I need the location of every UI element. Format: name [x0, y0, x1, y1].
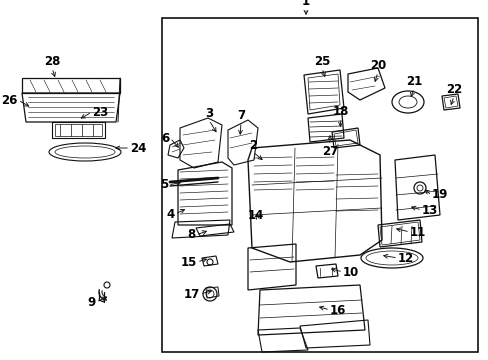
Text: 11: 11	[409, 225, 426, 238]
Text: 2: 2	[248, 139, 257, 152]
Text: 18: 18	[332, 105, 348, 118]
Text: 24: 24	[130, 141, 146, 154]
Text: 12: 12	[397, 252, 413, 265]
Text: 14: 14	[247, 209, 264, 222]
Text: 15: 15	[180, 256, 197, 269]
Text: 7: 7	[237, 109, 244, 122]
Text: 21: 21	[405, 75, 421, 88]
Text: 5: 5	[160, 179, 168, 192]
Text: 8: 8	[187, 229, 196, 242]
Text: 3: 3	[204, 107, 213, 120]
Text: 28: 28	[44, 55, 60, 68]
Text: 26: 26	[1, 94, 18, 107]
Text: 22: 22	[445, 83, 461, 96]
Text: 6: 6	[162, 131, 170, 144]
Text: 16: 16	[329, 303, 346, 316]
Text: 27: 27	[321, 145, 337, 158]
Text: 13: 13	[421, 203, 437, 216]
Text: 23: 23	[92, 105, 108, 118]
Text: 1: 1	[301, 0, 309, 8]
Text: 17: 17	[183, 288, 200, 301]
Text: 9: 9	[87, 296, 96, 309]
Text: 20: 20	[369, 59, 386, 72]
Text: 19: 19	[431, 189, 447, 202]
Bar	[162, 18, 477, 352]
Text: 4: 4	[166, 207, 175, 220]
Text: 10: 10	[342, 266, 359, 279]
Text: 25: 25	[313, 55, 329, 68]
